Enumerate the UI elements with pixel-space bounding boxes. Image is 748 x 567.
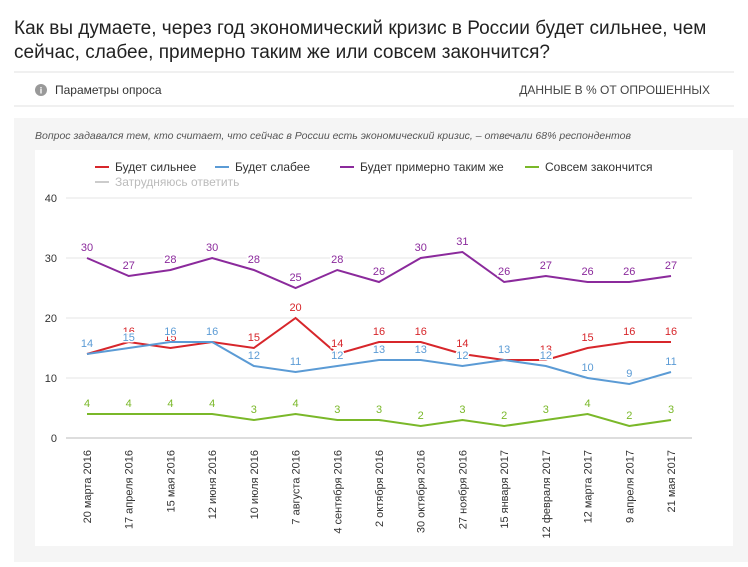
- x-tick-label: 7 августа 2016: [291, 450, 303, 525]
- data-label: 27: [540, 260, 552, 272]
- x-tick-label: 15 мая 2016: [165, 450, 177, 512]
- data-label: 31: [456, 236, 468, 248]
- x-tick-label: 17 апреля 2016: [124, 450, 136, 529]
- data-label: 25: [289, 272, 301, 284]
- data-label: 15: [248, 332, 260, 344]
- data-label: 3: [334, 404, 340, 416]
- data-label: 10: [581, 362, 593, 374]
- data-label: 16: [206, 326, 218, 338]
- data-label: 13: [373, 344, 385, 356]
- data-label: 16: [665, 326, 677, 338]
- note: Вопрос задавался тем, кто считает, что с…: [35, 130, 631, 142]
- data-label: 3: [459, 404, 465, 416]
- data-label: 28: [331, 254, 343, 266]
- data-label: 14: [81, 338, 93, 350]
- data-label: 4: [585, 398, 591, 410]
- legend-label: Совсем закончится: [545, 160, 653, 174]
- data-label: 11: [290, 356, 301, 368]
- data-label: 30: [81, 242, 93, 254]
- data-label: 12: [540, 350, 552, 362]
- data-label: 16: [373, 326, 385, 338]
- y-tick-label: 0: [51, 433, 57, 445]
- x-tick-label: 9 апреля 2017: [624, 450, 636, 523]
- data-label: 3: [251, 404, 257, 416]
- title-line: сейчас, слабее, примерно таким же или со…: [14, 42, 550, 63]
- data-label: 13: [498, 344, 510, 356]
- data-label: 26: [373, 266, 385, 278]
- x-tick-label: 10 июля 2016: [249, 450, 261, 519]
- data-label: 2: [501, 410, 507, 422]
- data-label: 3: [668, 404, 674, 416]
- y-tick-label: 20: [45, 313, 57, 325]
- data-label: 3: [376, 404, 382, 416]
- legend-label: Будет примерно таким же: [360, 160, 504, 174]
- data-label: 28: [164, 254, 176, 266]
- data-label: 20: [289, 302, 301, 314]
- params-link[interactable]: Параметры опроса: [55, 83, 162, 97]
- data-label: 27: [665, 260, 677, 272]
- chart-card: [35, 150, 733, 546]
- data-label: 4: [293, 398, 299, 410]
- data-label: 12: [331, 350, 343, 362]
- data-label: 4: [126, 398, 132, 410]
- title-line: Как вы думаете, через год экономический …: [14, 18, 706, 39]
- x-tick-label: 27 ноября 2016: [457, 450, 469, 529]
- y-tick-label: 30: [45, 253, 57, 265]
- data-label: 15: [581, 332, 593, 344]
- data-label: 28: [248, 254, 260, 266]
- data-label: 16: [123, 326, 135, 338]
- x-tick-label: 12 марта 2017: [583, 450, 595, 523]
- data-label: 14: [331, 338, 343, 350]
- data-label: 30: [415, 242, 427, 254]
- data-label: 12: [248, 350, 260, 362]
- data-label: 4: [167, 398, 173, 410]
- info-icon-glyph: i: [40, 86, 43, 96]
- x-tick-label: 12 февраля 2017: [541, 450, 553, 538]
- data-label: 16: [164, 326, 176, 338]
- legend-label: Затрудняюсь ответить: [115, 175, 239, 189]
- data-label: 4: [84, 398, 90, 410]
- data-label: 27: [123, 260, 135, 272]
- data-label: 14: [81, 338, 93, 350]
- data-label: 2: [418, 410, 424, 422]
- data-label: 16: [623, 326, 635, 338]
- data-label: 3: [543, 404, 549, 416]
- data-label: 13: [498, 344, 510, 356]
- legend-label: Будет сильнее: [115, 160, 197, 174]
- x-tick-label: 15 января 2017: [499, 450, 511, 529]
- plot: 0 10 20 30 40 20 марта 2016 17 апреля 2016 15 м…: [45, 160, 692, 538]
- data-label: 26: [623, 266, 635, 278]
- data-label: 15: [123, 332, 135, 344]
- x-tick-label: 2 октября 2016: [374, 450, 386, 527]
- data-label: 13: [415, 344, 427, 356]
- x-tick-label: 20 марта 2016: [82, 450, 94, 523]
- x-tick-label: 30 октября 2016: [416, 450, 428, 533]
- y-tick-label: 10: [45, 373, 57, 385]
- data-label: 13: [540, 344, 552, 356]
- data-label: 11: [665, 356, 676, 368]
- data-label: 30: [206, 242, 218, 254]
- series-line: [86, 316, 671, 361]
- data-label: 4: [209, 398, 215, 410]
- series-line: [86, 250, 672, 290]
- data-label: 26: [498, 266, 510, 278]
- data-label: 9: [626, 368, 632, 380]
- y-tick-label: 40: [45, 193, 57, 205]
- x-tick-label: 21 мая 2017: [666, 450, 678, 512]
- data-label: 14: [456, 338, 468, 350]
- data-label: 12: [456, 350, 468, 362]
- units-label: ДАННЫЕ В % ОТ ОПРОШЕННЫХ: [519, 83, 710, 97]
- data-label: 2: [626, 410, 632, 422]
- legend-label: Будет слабее: [235, 160, 310, 174]
- series-line: [87, 412, 672, 428]
- data-label: 16: [415, 326, 427, 338]
- data-label: 16: [206, 326, 218, 338]
- x-tick-label: 12 июня 2016: [207, 450, 219, 519]
- info-icon[interactable]: [35, 84, 47, 96]
- x-tick-label: 4 сентября 2016: [332, 450, 344, 534]
- series-line: [86, 341, 672, 386]
- data-label: 26: [581, 266, 593, 278]
